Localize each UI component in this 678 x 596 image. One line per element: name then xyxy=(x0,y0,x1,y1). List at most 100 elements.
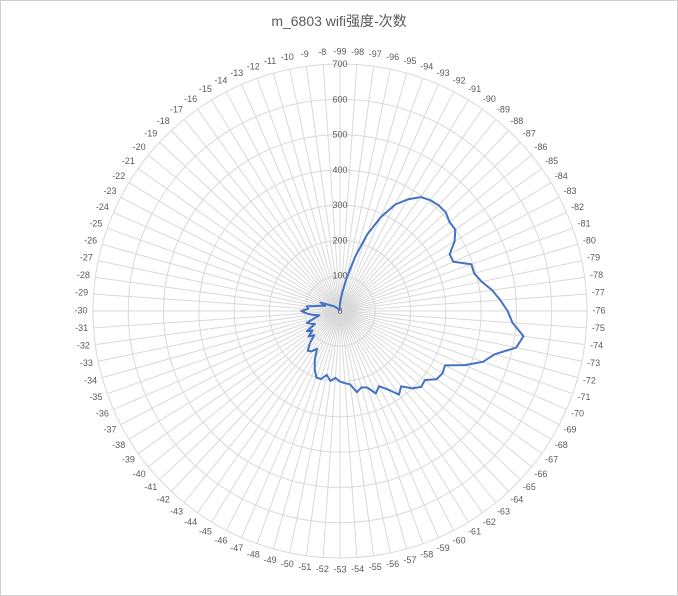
svg-text:-92: -92 xyxy=(453,75,466,85)
radar-chart-svg: -99 -98 -97 -96 -95 -94 -93-92-91-90-89-88-87 -… xyxy=(1,1,678,596)
svg-text:-41: -41 xyxy=(144,482,157,492)
svg-text:-69: -69 xyxy=(563,425,576,435)
svg-text:-23: -23 xyxy=(104,186,117,196)
svg-text:-93: -93 xyxy=(437,68,450,78)
svg-text:-72: -72 xyxy=(583,375,596,385)
svg-text:-96: -96 xyxy=(386,52,399,62)
svg-text:-43: -43 xyxy=(170,506,183,516)
svg-text:-22: -22 xyxy=(112,171,125,181)
svg-text:-91: -91 xyxy=(468,84,481,94)
svg-text:-17: -17 xyxy=(170,104,183,114)
svg-text:-70: -70 xyxy=(571,409,584,419)
svg-text:-62: -62 xyxy=(483,517,496,527)
svg-text:-15: -15 xyxy=(199,84,212,94)
svg-text:-18: -18 xyxy=(157,116,170,126)
svg-text:-16: -16 xyxy=(184,94,197,104)
svg-text:700: 700 xyxy=(332,59,347,69)
svg-text:-30: -30 xyxy=(74,305,87,315)
svg-text:-83: -83 xyxy=(563,186,576,196)
svg-text:-46: -46 xyxy=(214,535,227,545)
svg-text:-78: -78 xyxy=(590,270,603,280)
svg-text:-12: -12 xyxy=(247,61,260,71)
svg-text:600: 600 xyxy=(332,94,347,104)
svg-text:-39: -39 xyxy=(122,455,135,465)
svg-text:-86: -86 xyxy=(534,142,547,152)
svg-text:-58: -58 xyxy=(420,549,433,559)
svg-text:300: 300 xyxy=(332,200,347,210)
svg-text:-45: -45 xyxy=(199,527,212,537)
svg-text:-84: -84 xyxy=(555,171,568,181)
svg-text:400: 400 xyxy=(332,165,347,175)
svg-text:-55: -55 xyxy=(369,562,382,572)
svg-text:-95: -95 xyxy=(403,56,416,66)
svg-text:-37: -37 xyxy=(104,425,117,435)
svg-text:-75: -75 xyxy=(592,323,605,333)
svg-text:-56: -56 xyxy=(386,559,399,569)
svg-text:-20: -20 xyxy=(133,142,146,152)
svg-text:-28: -28 xyxy=(77,270,90,280)
svg-text:-40: -40 xyxy=(133,469,146,479)
svg-text:-31: -31 xyxy=(75,323,88,333)
svg-text:-38: -38 xyxy=(112,440,125,450)
svg-text:-98: -98 xyxy=(351,47,364,57)
svg-text:500: 500 xyxy=(332,130,347,140)
svg-text:-10: -10 xyxy=(281,52,294,62)
svg-text:-50: -50 xyxy=(281,559,294,569)
svg-text:-14: -14 xyxy=(214,75,227,85)
svg-text:-26: -26 xyxy=(84,235,97,245)
svg-text:-8: -8 xyxy=(318,47,326,57)
svg-text:-66: -66 xyxy=(534,469,547,479)
svg-text:-77: -77 xyxy=(592,288,605,298)
svg-text:-53: -53 xyxy=(333,564,346,574)
svg-text:-35: -35 xyxy=(89,392,102,402)
svg-text:-82: -82 xyxy=(571,202,584,212)
svg-text:-67: -67 xyxy=(545,455,558,465)
svg-text:-81: -81 xyxy=(578,219,591,229)
svg-text:-63: -63 xyxy=(497,506,510,516)
svg-text:-99: -99 xyxy=(333,46,346,56)
svg-text:-76: -76 xyxy=(592,305,605,315)
svg-text:200: 200 xyxy=(332,235,347,245)
svg-text:-49: -49 xyxy=(264,555,277,565)
svg-text:-68: -68 xyxy=(555,440,568,450)
svg-text:-54: -54 xyxy=(351,564,364,574)
svg-text:-60: -60 xyxy=(453,535,466,545)
svg-text:-71: -71 xyxy=(578,392,591,402)
svg-text:-48: -48 xyxy=(247,549,260,559)
svg-text:-36: -36 xyxy=(96,409,109,419)
svg-text:-51: -51 xyxy=(298,562,311,572)
svg-text:-34: -34 xyxy=(84,375,97,385)
svg-text:-29: -29 xyxy=(75,288,88,298)
svg-text:-42: -42 xyxy=(157,495,170,505)
svg-text:-87: -87 xyxy=(523,129,536,139)
svg-text:-19: -19 xyxy=(144,129,157,139)
svg-text:-33: -33 xyxy=(80,358,93,368)
svg-text:-73: -73 xyxy=(587,358,600,368)
svg-text:-64: -64 xyxy=(510,495,523,505)
svg-text:100: 100 xyxy=(332,271,347,281)
svg-text:-47: -47 xyxy=(230,543,243,553)
svg-text:-24: -24 xyxy=(96,202,109,212)
svg-text:-65: -65 xyxy=(523,482,536,492)
svg-text:-90: -90 xyxy=(483,94,496,104)
svg-text:-52: -52 xyxy=(316,564,329,574)
svg-text:-97: -97 xyxy=(369,49,382,59)
svg-text:-74: -74 xyxy=(590,341,603,351)
svg-text:-61: -61 xyxy=(468,527,481,537)
svg-text:-9: -9 xyxy=(301,49,309,59)
svg-text:-80: -80 xyxy=(583,235,596,245)
svg-text:-13: -13 xyxy=(230,68,243,78)
svg-text:-57: -57 xyxy=(403,555,416,565)
svg-text:-44: -44 xyxy=(184,517,197,527)
radar-chart-container: m_6803 wifi强度-次数 -99-98-97-96-95-94-93-9… xyxy=(0,0,678,596)
svg-text:-94: -94 xyxy=(420,61,433,71)
svg-text:-79: -79 xyxy=(587,253,600,263)
svg-text:-88: -88 xyxy=(510,116,523,126)
svg-text:-27: -27 xyxy=(80,253,93,263)
svg-text:-89: -89 xyxy=(497,104,510,114)
svg-text:-32: -32 xyxy=(77,341,90,351)
svg-text:-21: -21 xyxy=(122,156,135,166)
svg-text:-25: -25 xyxy=(89,219,102,229)
svg-text:-59: -59 xyxy=(437,543,450,553)
svg-text:-11: -11 xyxy=(264,56,276,66)
